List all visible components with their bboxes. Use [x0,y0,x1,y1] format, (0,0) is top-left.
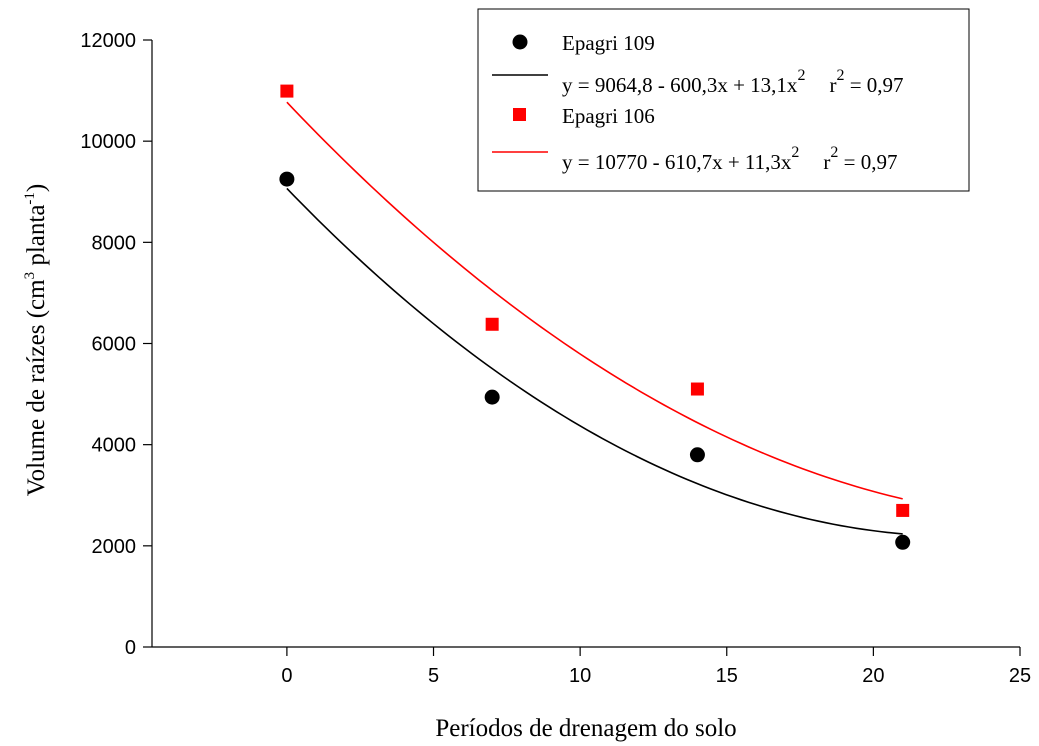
y-axis-title-part-1: Volume de raízes (cm [23,279,50,496]
equation-109-r: r [829,73,836,97]
equation-106-r-value: = 0,97 [838,150,897,174]
legend-label-epagri-109: Epagri 109 [562,31,655,55]
y-tick-label-0: 0 [125,637,136,659]
y-tick-label-4: 8000 [92,232,137,254]
x-tick-label-2: 10 [569,665,591,687]
point-series-1-0 [280,84,294,98]
y-tick-label-1: 2000 [92,536,137,558]
fit-curve-series-1 [286,101,903,500]
equation-109-r-sup: 2 [836,67,844,84]
point-series-0-1 [484,389,500,405]
equation-106-r-sup: 2 [830,144,838,161]
x-tick-label-3: 15 [716,665,738,687]
point-series-0-3 [895,534,911,550]
y-tick-label-6: 12000 [80,30,136,52]
legend-equation-epagri-106: y = 10770 - 610,7x + 11,3x2 r2 = 0,97 [562,144,898,174]
legend-equation-epagri-109: y = 9064,8 - 600,3x + 13,1x2 r2 = 0,97 [562,67,904,97]
legend: Epagri 109 y = 9064,8 - 600,3x + 13,1x2 r… [477,8,970,192]
data-points [279,84,911,550]
point-series-0-2 [689,447,705,463]
y-tick-label-2: 4000 [92,435,137,457]
legend-marker-epagri-109 [512,34,528,50]
y-tick-label-3: 6000 [92,334,137,356]
y-axis-title-part-3: ) [23,184,50,192]
x-tick-label-5: 25 [1009,665,1031,687]
x-axis-title: Períodos de drenagem do solo [435,715,736,742]
x-tick-label-4: 20 [862,665,884,687]
fit-lines [286,101,903,535]
fit-curve-series-0 [286,187,903,535]
y-axis-title-part-2: planta [23,205,50,272]
equation-106-sup: 2 [791,144,799,161]
point-series-1-3 [896,503,910,517]
x-tick-label-0: 0 [281,665,292,687]
y-tick-label-5: 10000 [80,131,136,153]
point-series-1-2 [690,382,704,396]
legend-label-epagri-106: Epagri 106 [562,104,655,128]
equation-106-main: y = 10770 - 610,7x + 11,3x [562,150,792,174]
equation-109-r-value: = 0,97 [844,73,903,97]
point-series-1-1 [485,317,499,331]
y-axis-title-superscript-1: 3 [22,272,38,280]
axes: 0 2000 4000 6000 8000 10000 12000 0 5 10 15 20 25 [80,30,1031,687]
y-axis-title-superscript-2: -1 [22,192,38,205]
equation-109-sup: 2 [797,67,805,84]
equation-106-r: r [823,150,830,174]
legend-box [477,8,970,192]
point-series-0-0 [279,171,295,187]
equation-109-main: y = 9064,8 - 600,3x + 13,1x [562,73,798,97]
legend-marker-epagri-106 [513,108,526,121]
y-axis-title: Volume de raízes (cm3 planta-1) [22,184,50,497]
x-tick-label-1: 5 [428,665,439,687]
